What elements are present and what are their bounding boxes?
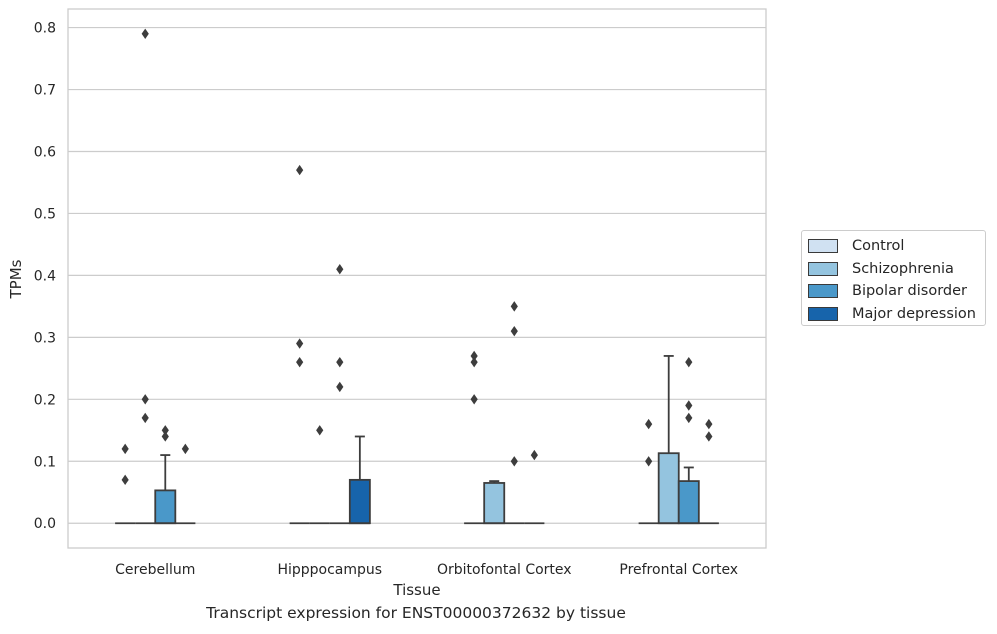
- legend-label-bipolar-disorder: Bipolar disorder: [852, 283, 967, 300]
- outlier-major-depression-prefrontal-cortex-1: [705, 431, 713, 442]
- x-tick-labels: Cerebellum Hipppocampus Orbitofontal Corte…: [115, 562, 738, 578]
- outlier-schizophrenia-cerebellum-1: [141, 394, 149, 405]
- legend-item-control: Control: [808, 235, 979, 258]
- y-tick-label-8: 0.8: [34, 21, 56, 37]
- box-bipolar-disorder-prefrontal-cortex: [677, 480, 700, 525]
- figure-caption: Transcript expression for ENST0000037263…: [206, 604, 626, 622]
- legend-label-schizophrenia: Schizophrenia: [852, 260, 954, 277]
- outlier-bipolar-disorder-orbitofontal-cortex-2: [510, 456, 518, 467]
- outlier-bipolar-disorder-hipppocampus-2: [336, 381, 344, 393]
- outlier-schizophrenia-cerebellum-2: [141, 412, 149, 424]
- outlier-bipolar-disorder-prefrontal-cortex-2: [685, 412, 693, 424]
- box-group-control-prefrontal-cortex: [638, 418, 659, 525]
- x-tick-label-hipppocampus: Hipppocampus: [277, 562, 382, 578]
- outlier-major-depression-cerebellum-0: [181, 443, 189, 455]
- legend-swatch-control: [808, 239, 838, 254]
- x-tick-label-orbitofontal-cortex: Orbitofontal Cortex: [437, 562, 572, 578]
- outlier-control-hipppocampus-2: [296, 356, 304, 368]
- outlier-control-orbitofontal-cortex-1: [470, 356, 478, 368]
- outlier-major-depression-orbitofontal-cortex-0: [530, 449, 538, 461]
- legend-label-control: Control: [852, 238, 905, 255]
- box-group-major-depression-orbitofontal-cortex: [524, 449, 545, 525]
- y-tick-label-3: 0.3: [34, 330, 56, 346]
- legend: Control Schizophrenia Bipolar disorder M…: [801, 230, 986, 326]
- box-schizophrenia-prefrontal-cortex: [657, 452, 680, 525]
- x-axis-label: Tissue: [392, 581, 440, 599]
- y-tick-label-1: 0.1: [34, 454, 56, 470]
- outlier-control-prefrontal-cortex-0: [645, 418, 653, 430]
- box-group-schizophrenia-prefrontal-cortex: [657, 355, 680, 525]
- outlier-bipolar-disorder-orbitofontal-cortex-0: [510, 301, 518, 312]
- box-group-schizophrenia-cerebellum: [135, 28, 156, 525]
- outlier-control-prefrontal-cortex-1: [645, 456, 653, 467]
- outlier-bipolar-disorder-cerebellum-0: [161, 425, 169, 436]
- outlier-schizophrenia-hipppocampus-0: [316, 425, 324, 436]
- legend-item-major-depression: Major depression: [808, 303, 979, 326]
- box-group-control-hipppocampus: [289, 164, 310, 525]
- outlier-bipolar-disorder-orbitofontal-cortex-1: [510, 325, 518, 337]
- box-schizophrenia-orbitofontal-cortex: [483, 482, 506, 525]
- outlier-control-orbitofontal-cortex-2: [470, 394, 478, 405]
- x-tick-label-prefrontal-cortex: Prefrontal Cortex: [619, 562, 738, 578]
- box-group-bipolar-disorder-hipppocampus: [329, 264, 350, 525]
- box-group-major-depression-cerebellum: [175, 443, 196, 525]
- box-group-schizophrenia-orbitofontal-cortex: [483, 480, 506, 525]
- box-group-bipolar-disorder-orbitofontal-cortex: [504, 301, 525, 525]
- outlier-major-depression-prefrontal-cortex-0: [705, 418, 713, 430]
- outlier-control-hipppocampus-1: [296, 338, 304, 349]
- box-major-depression-hipppocampus: [348, 478, 371, 525]
- box-group-major-depression-hipppocampus: [348, 435, 371, 525]
- y-tick-label-4: 0.4: [34, 268, 56, 284]
- y-tick-label-5: 0.5: [34, 206, 56, 222]
- outlier-bipolar-disorder-hipppocampus-0: [336, 264, 344, 275]
- outlier-schizophrenia-cerebellum-0: [141, 28, 149, 39]
- box-group-control-orbitofontal-cortex: [464, 350, 485, 525]
- y-tick-label-0: 0.0: [34, 516, 56, 532]
- legend-item-schizophrenia: Schizophrenia: [808, 258, 979, 281]
- y-tick-label-7: 0.7: [34, 83, 56, 99]
- outlier-control-orbitofontal-cortex-0: [470, 350, 478, 362]
- box-group-major-depression-prefrontal-cortex: [698, 418, 719, 525]
- x-tick-label-cerebellum: Cerebellum: [115, 562, 195, 578]
- y-tick-label-6: 0.6: [34, 144, 56, 160]
- legend-item-bipolar-disorder: Bipolar disorder: [808, 280, 979, 303]
- legend-swatch-schizophrenia: [808, 261, 838, 276]
- box-group-control-cerebellum: [115, 443, 136, 525]
- legend-swatch-major-depression: [808, 306, 838, 321]
- y-tick-labels: 0.0 0.1 0.2 0.3 0.4 0.5 0.6 0.7 0.8: [34, 21, 56, 533]
- box-group-bipolar-disorder-cerebellum: [154, 425, 177, 525]
- box-group-bipolar-disorder-prefrontal-cortex: [677, 356, 700, 525]
- y-tick-label-2: 0.2: [34, 392, 56, 408]
- outlier-bipolar-disorder-cerebellum-1: [161, 431, 169, 442]
- outlier-bipolar-disorder-prefrontal-cortex-0: [685, 356, 693, 368]
- outlier-bipolar-disorder-prefrontal-cortex-1: [685, 400, 693, 411]
- legend-label-major-depression: Major depression: [852, 305, 976, 322]
- grid-lines: [68, 26, 766, 524]
- outlier-control-cerebellum-1: [121, 474, 129, 486]
- y-axis-label: TPMs: [7, 259, 25, 299]
- box-layer: [115, 28, 719, 525]
- outlier-bipolar-disorder-hipppocampus-1: [336, 356, 344, 368]
- box-group-schizophrenia-hipppocampus: [309, 425, 330, 525]
- outlier-control-cerebellum-0: [121, 443, 129, 455]
- legend-swatch-bipolar-disorder: [808, 284, 838, 299]
- plot-frame: [67, 8, 767, 549]
- outlier-control-hipppocampus-0: [296, 164, 304, 176]
- box-bipolar-disorder-cerebellum: [154, 489, 177, 525]
